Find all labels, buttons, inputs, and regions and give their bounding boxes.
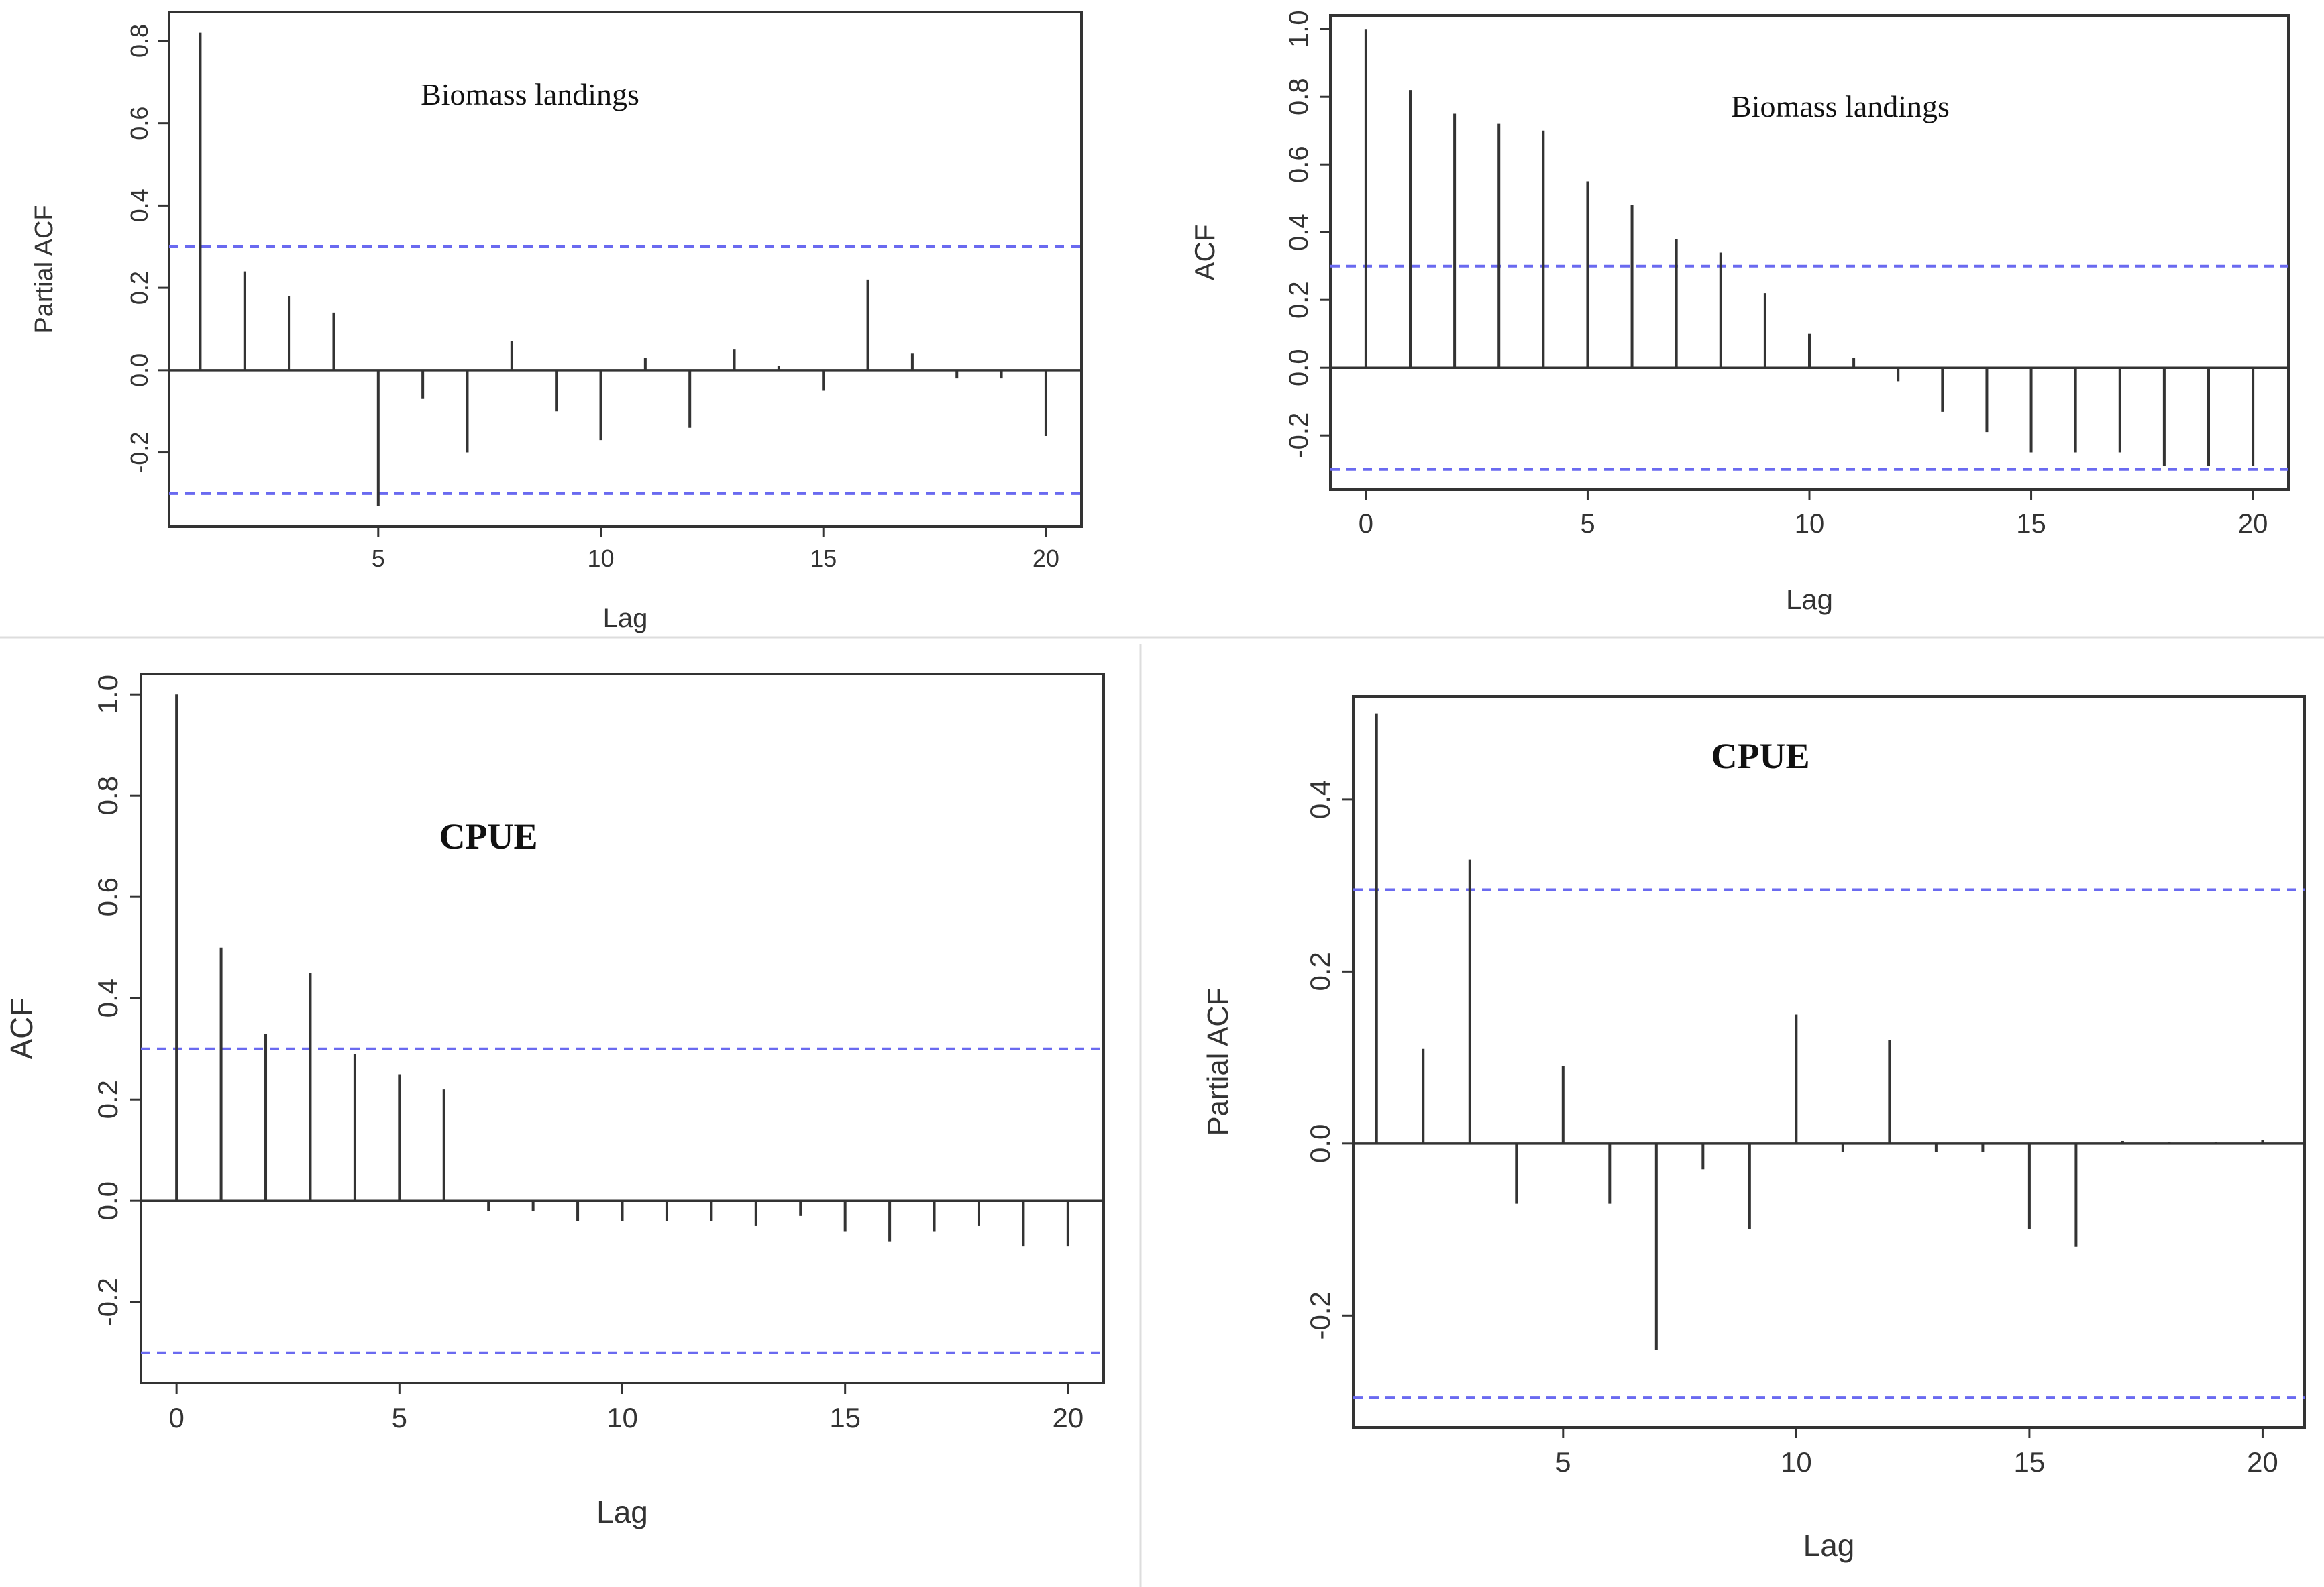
top-right-title: Biomass landings (1731, 89, 1950, 123)
bottom-left-y-tick-label: 1.0 (92, 675, 123, 714)
top-right-x-tick-label: 15 (2016, 509, 2046, 539)
bottom-left-y-tick-label: 0.0 (92, 1181, 123, 1220)
top-right-x-axis-label: Lag (1786, 584, 1833, 615)
bottom-left-x-tick-label: 0 (168, 1402, 184, 1433)
bottom-left-y-tick-label: 0.2 (92, 1080, 123, 1119)
top-left-y-tick-label: 0.6 (125, 107, 153, 140)
top-left-title: Biomass landings (421, 77, 639, 111)
top-left-y-tick-label: -0.2 (125, 432, 153, 474)
top-right-y-tick-label: 1.0 (1284, 10, 1314, 48)
top-left-plot-frame (168, 11, 1083, 528)
bottom-left-x-tick-label: 15 (829, 1402, 861, 1433)
top-left-x-tick-label: 5 (372, 545, 385, 572)
chart-panels: 5 10 15 20 -0.2 0.0 0.2 0.4 0.6 0.8 Lag Partial ACF… (4, 10, 2306, 1563)
bottom-right-title: CPUE (1711, 736, 1810, 776)
bottom-left-y-tick-label: 0.6 (92, 877, 123, 916)
bottom-left-y-axis-label: ACF (4, 998, 39, 1060)
top-right-panel: 0 5 10 15 20 -0.2 0.0 0.2 0.4 0.6 0.8 1.0 Lag ACF Biom… (1189, 10, 2290, 615)
top-left-panel: 5 10 15 20 -0.2 0.0 0.2 0.4 0.6 0.8 Lag Partial ACF… (30, 11, 1083, 633)
bottom-right-x-tick-label: 20 (2247, 1446, 2278, 1478)
top-right-y-tick-label: 0.2 (1284, 281, 1314, 319)
bottom-left-x-tick-label: 5 (392, 1402, 407, 1433)
top-right-y-tick-label: 0.0 (1284, 349, 1314, 386)
top-right-y-tick-label: 0.6 (1284, 146, 1314, 183)
bottom-right-plot-frame (1352, 695, 2306, 1429)
bottom-left-y-tick-label: 0.4 (92, 979, 123, 1018)
bottom-left-x-axis-label: Lag (596, 1494, 648, 1529)
bottom-left-y-tick-label: 0.8 (92, 776, 123, 815)
top-right-y-tick-label: 0.8 (1284, 78, 1314, 115)
bottom-right-y-tick-label: 0.4 (1304, 780, 1336, 819)
top-left-y-tick-label: 0.8 (125, 24, 153, 58)
bottom-right-x-tick-label: 5 (1555, 1446, 1571, 1478)
bottom-right-y-tick-label: -0.2 (1304, 1291, 1336, 1339)
bottom-right-y-tick-label: 0.0 (1304, 1124, 1336, 1163)
top-left-y-tick-label: 0.4 (125, 188, 153, 222)
top-right-x-tick-label: 5 (1580, 509, 1595, 539)
bottom-right-panel: 5 10 15 20 -0.2 0.0 0.2 0.4 Lag Partial ACF CPUE (1202, 695, 2306, 1563)
bottom-right-y-tick-label: 0.2 (1304, 952, 1336, 991)
bottom-left-panel: 0 5 10 15 20 -0.2 0.0 0.2 0.4 0.6 0.8 1.0 Lag ACF CPUE (4, 673, 1105, 1529)
top-right-y-tick-label: -0.2 (1284, 413, 1314, 459)
top-left-y-axis-label: Partial ACF (30, 205, 58, 333)
bottom-left-title: CPUE (439, 816, 538, 857)
bottom-right-x-tick-label: 15 (2014, 1446, 2046, 1478)
bottom-right-x-axis-label: Lag (1803, 1528, 1855, 1563)
top-right-x-tick-label: 10 (1795, 509, 1825, 539)
top-left-x-tick-label: 15 (810, 545, 837, 572)
bottom-left-y-tick-label: -0.2 (92, 1278, 123, 1326)
bottom-left-x-tick-label: 10 (606, 1402, 638, 1433)
top-right-plot-frame (1329, 14, 2290, 491)
top-left-y-tick-label: 0.0 (125, 353, 153, 387)
top-right-x-tick-label: 0 (1359, 509, 1373, 539)
bottom-right-y-axis-label: Partial ACF (1202, 988, 1234, 1136)
top-left-x-axis-label: Lag (603, 604, 648, 633)
bottom-left-plot-frame (140, 673, 1105, 1384)
bottom-left-x-tick-label: 20 (1052, 1402, 1084, 1433)
top-left-x-tick-label: 20 (1033, 545, 1059, 572)
top-right-x-tick-label: 20 (2238, 509, 2268, 539)
top-left-x-tick-label: 10 (587, 545, 614, 572)
bottom-right-x-tick-label: 10 (1781, 1446, 1812, 1478)
top-right-y-axis-label: ACF (1189, 225, 1220, 281)
top-left-y-tick-label: 0.2 (125, 271, 153, 305)
top-right-y-tick-label: 0.4 (1284, 213, 1314, 251)
